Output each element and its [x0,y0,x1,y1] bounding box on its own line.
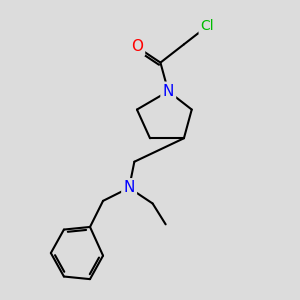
Text: Cl: Cl [201,19,214,33]
Text: N: N [123,180,135,195]
Text: O: O [131,40,143,55]
Text: N: N [163,84,174,99]
